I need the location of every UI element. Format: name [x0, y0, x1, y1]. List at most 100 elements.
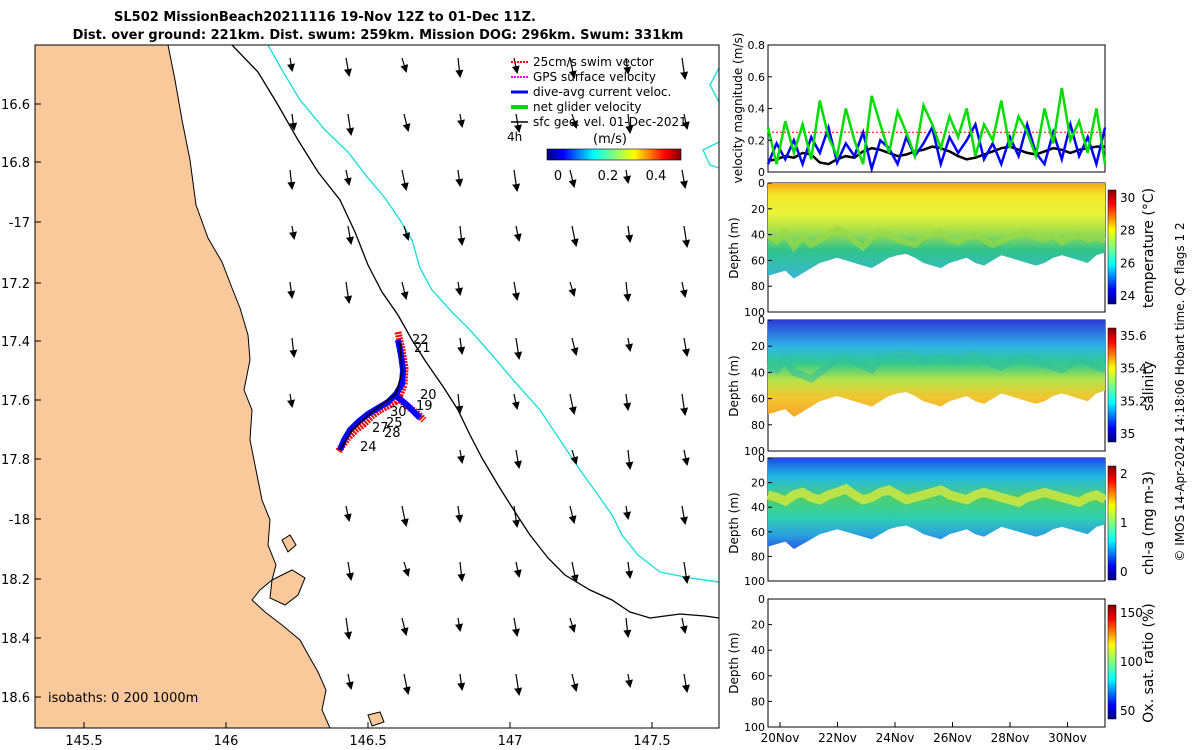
depth-tick-label: 0: [758, 177, 765, 190]
isobath-1000m-edge: [702, 141, 719, 169]
velocity-arrow: [511, 57, 520, 74]
temperature-colorbar-label: temperature (°C): [1141, 188, 1157, 308]
day-label: 24: [360, 440, 377, 455]
temperature-colorbar: [1107, 189, 1117, 305]
velocity-arrow: [568, 505, 577, 524]
velocity-arrow: [455, 281, 463, 296]
velocity-arrow: [511, 393, 520, 410]
velocity-arrow: [570, 449, 579, 465]
velocity-arrow: [568, 281, 577, 297]
depth-tick-label: 0: [758, 593, 765, 606]
y-tick-label: 0.2: [748, 134, 766, 147]
series-line: [766, 87, 1107, 165]
colorbar-unit: (m/s): [593, 132, 627, 147]
scale-label: 4h: [507, 130, 522, 144]
depth-tick-label: 80: [751, 550, 765, 563]
velocity-arrow: [568, 57, 577, 79]
velocity-arrow: [457, 113, 465, 128]
velocity-colorbar: [546, 148, 682, 161]
salinity-colorbar: [1107, 327, 1117, 443]
depth-label: Depth (m): [727, 355, 741, 416]
salinity-panel: 0 20 40 60 80 100 35.6 35.4 35.2 35 Depth (m) sal…: [727, 314, 1157, 458]
depth-tick-label: 60: [751, 254, 765, 267]
velocity-arrow: [625, 113, 634, 134]
lat-tick-label: 18.4: [1, 632, 30, 647]
legend-label: 25cm/s swim vector: [533, 55, 654, 69]
velocity-arrow: [400, 57, 409, 73]
velocity-arrow: [345, 673, 354, 690]
coastline-land: [35, 45, 331, 728]
velocity-arrow: [346, 561, 354, 581]
map-frame: [34, 44, 720, 729]
lat-tick-label: 16.8: [1, 156, 30, 171]
velocity-arrow: [457, 561, 466, 582]
velocity-arrow: [457, 225, 466, 246]
depth-tick-label: 80: [751, 280, 765, 293]
x-tick-label: 26Nov: [933, 731, 972, 745]
day-label: 30: [390, 405, 407, 420]
velocity-arrow: [623, 169, 631, 184]
legend-entry-gps-velocity: GPS surface velocity: [511, 70, 656, 84]
oxygen-panel: 0 20 40 60 80 100 150 100 50 Depth (m) Ox. sat. …: [727, 593, 1157, 745]
island: [269, 569, 306, 606]
x-tick-label: 28Nov: [991, 731, 1030, 745]
colorbar-tick: 0.4: [646, 169, 667, 184]
depth-tick-label: 40: [751, 229, 765, 242]
velocity-arrow: [344, 617, 353, 640]
temperature-section: [766, 183, 1107, 279]
temperature-ticks: 0 20 40 60 80 100 30 28 26 24: [744, 177, 1135, 319]
depth-tick-label: 40: [751, 501, 765, 514]
geostrophic-velocity-arrows: [287, 57, 691, 696]
velocity-arrow: [680, 393, 689, 416]
lon-tick-label: 146: [214, 734, 239, 749]
velocity-arrow: [682, 337, 690, 357]
velocity-arrow: [346, 225, 354, 245]
x-tick-label: 24Nov: [876, 731, 915, 745]
velocity-arrow: [402, 673, 411, 695]
legend-label: dive-avg current veloc.: [533, 85, 671, 99]
isobaths-label: isobaths: 0 200 1000m: [48, 691, 198, 706]
velocity-arrow: [287, 281, 296, 299]
velocity-arrow: [400, 617, 409, 636]
velocity-arrow: [625, 673, 633, 688]
oxygen-axes: [767, 598, 1106, 728]
colorbar-tick-label: 35.4: [1120, 362, 1147, 376]
depth-tick-label: 100: [744, 575, 765, 588]
depth-tick-label: 40: [751, 644, 765, 657]
chl-ticks: 0 20 40 60 80 100 2 1 0: [744, 452, 1128, 588]
lat-tick-label: 17.4: [1, 335, 30, 350]
velocity-arrow: [681, 449, 690, 466]
legend-entry-sfc-geo-vel: sfc geo. vel. 01-Dec-2021: [511, 115, 687, 129]
velocity-arrow: [402, 113, 411, 132]
lat-tick-label: 16.6: [1, 98, 30, 113]
colorbar-tick: 0: [554, 169, 562, 184]
velocity-ylabel: velocity magnitude (m/s): [731, 33, 745, 184]
day-label: 22: [412, 333, 429, 348]
colorbar-tick-label: 35.6: [1120, 329, 1147, 343]
velocity-arrow: [681, 113, 690, 130]
y-tick-label: 0.6: [748, 71, 766, 84]
depth-tick-label: 100: [744, 306, 765, 319]
lat-tick-label: -17: [9, 216, 30, 231]
velocity-arrow: [680, 169, 688, 189]
velocity-arrow: [570, 673, 579, 692]
velocity-arrow: [289, 225, 297, 240]
velocity-arrow: [513, 225, 522, 242]
chl-panel: 0 20 40 60 80 100 2 1 0 Depth (m) chl-a (mg m-3): [727, 452, 1157, 588]
title-line-1: SL502 MissionBeach20211116 19-Nov 12Z to…: [114, 10, 536, 25]
velocity-arrow: [625, 561, 634, 579]
legend-entry-net-glider-velocity: net glider velocity: [511, 100, 641, 114]
day-label: 21: [414, 341, 431, 356]
credit-text: © IMOS 14-Apr-2024 14:18:06 Hobart time.…: [1173, 222, 1187, 561]
chl-field: [768, 458, 1105, 549]
velocity-arrow: [457, 337, 466, 355]
oxygen-colorbar-label: Ox. sat. ratio (%): [1141, 603, 1157, 722]
time-axis-ticks: 20Nov 22Nov 24Nov 26Nov 28Nov 30Nov: [761, 722, 1087, 745]
depth-label: Depth (m): [727, 492, 741, 553]
lat-tick-label: 18.2: [1, 573, 30, 588]
legend-label: GPS surface velocity: [533, 70, 656, 84]
colorbar-tick-label: 150: [1120, 606, 1143, 620]
velocity-arrow: [455, 169, 464, 187]
